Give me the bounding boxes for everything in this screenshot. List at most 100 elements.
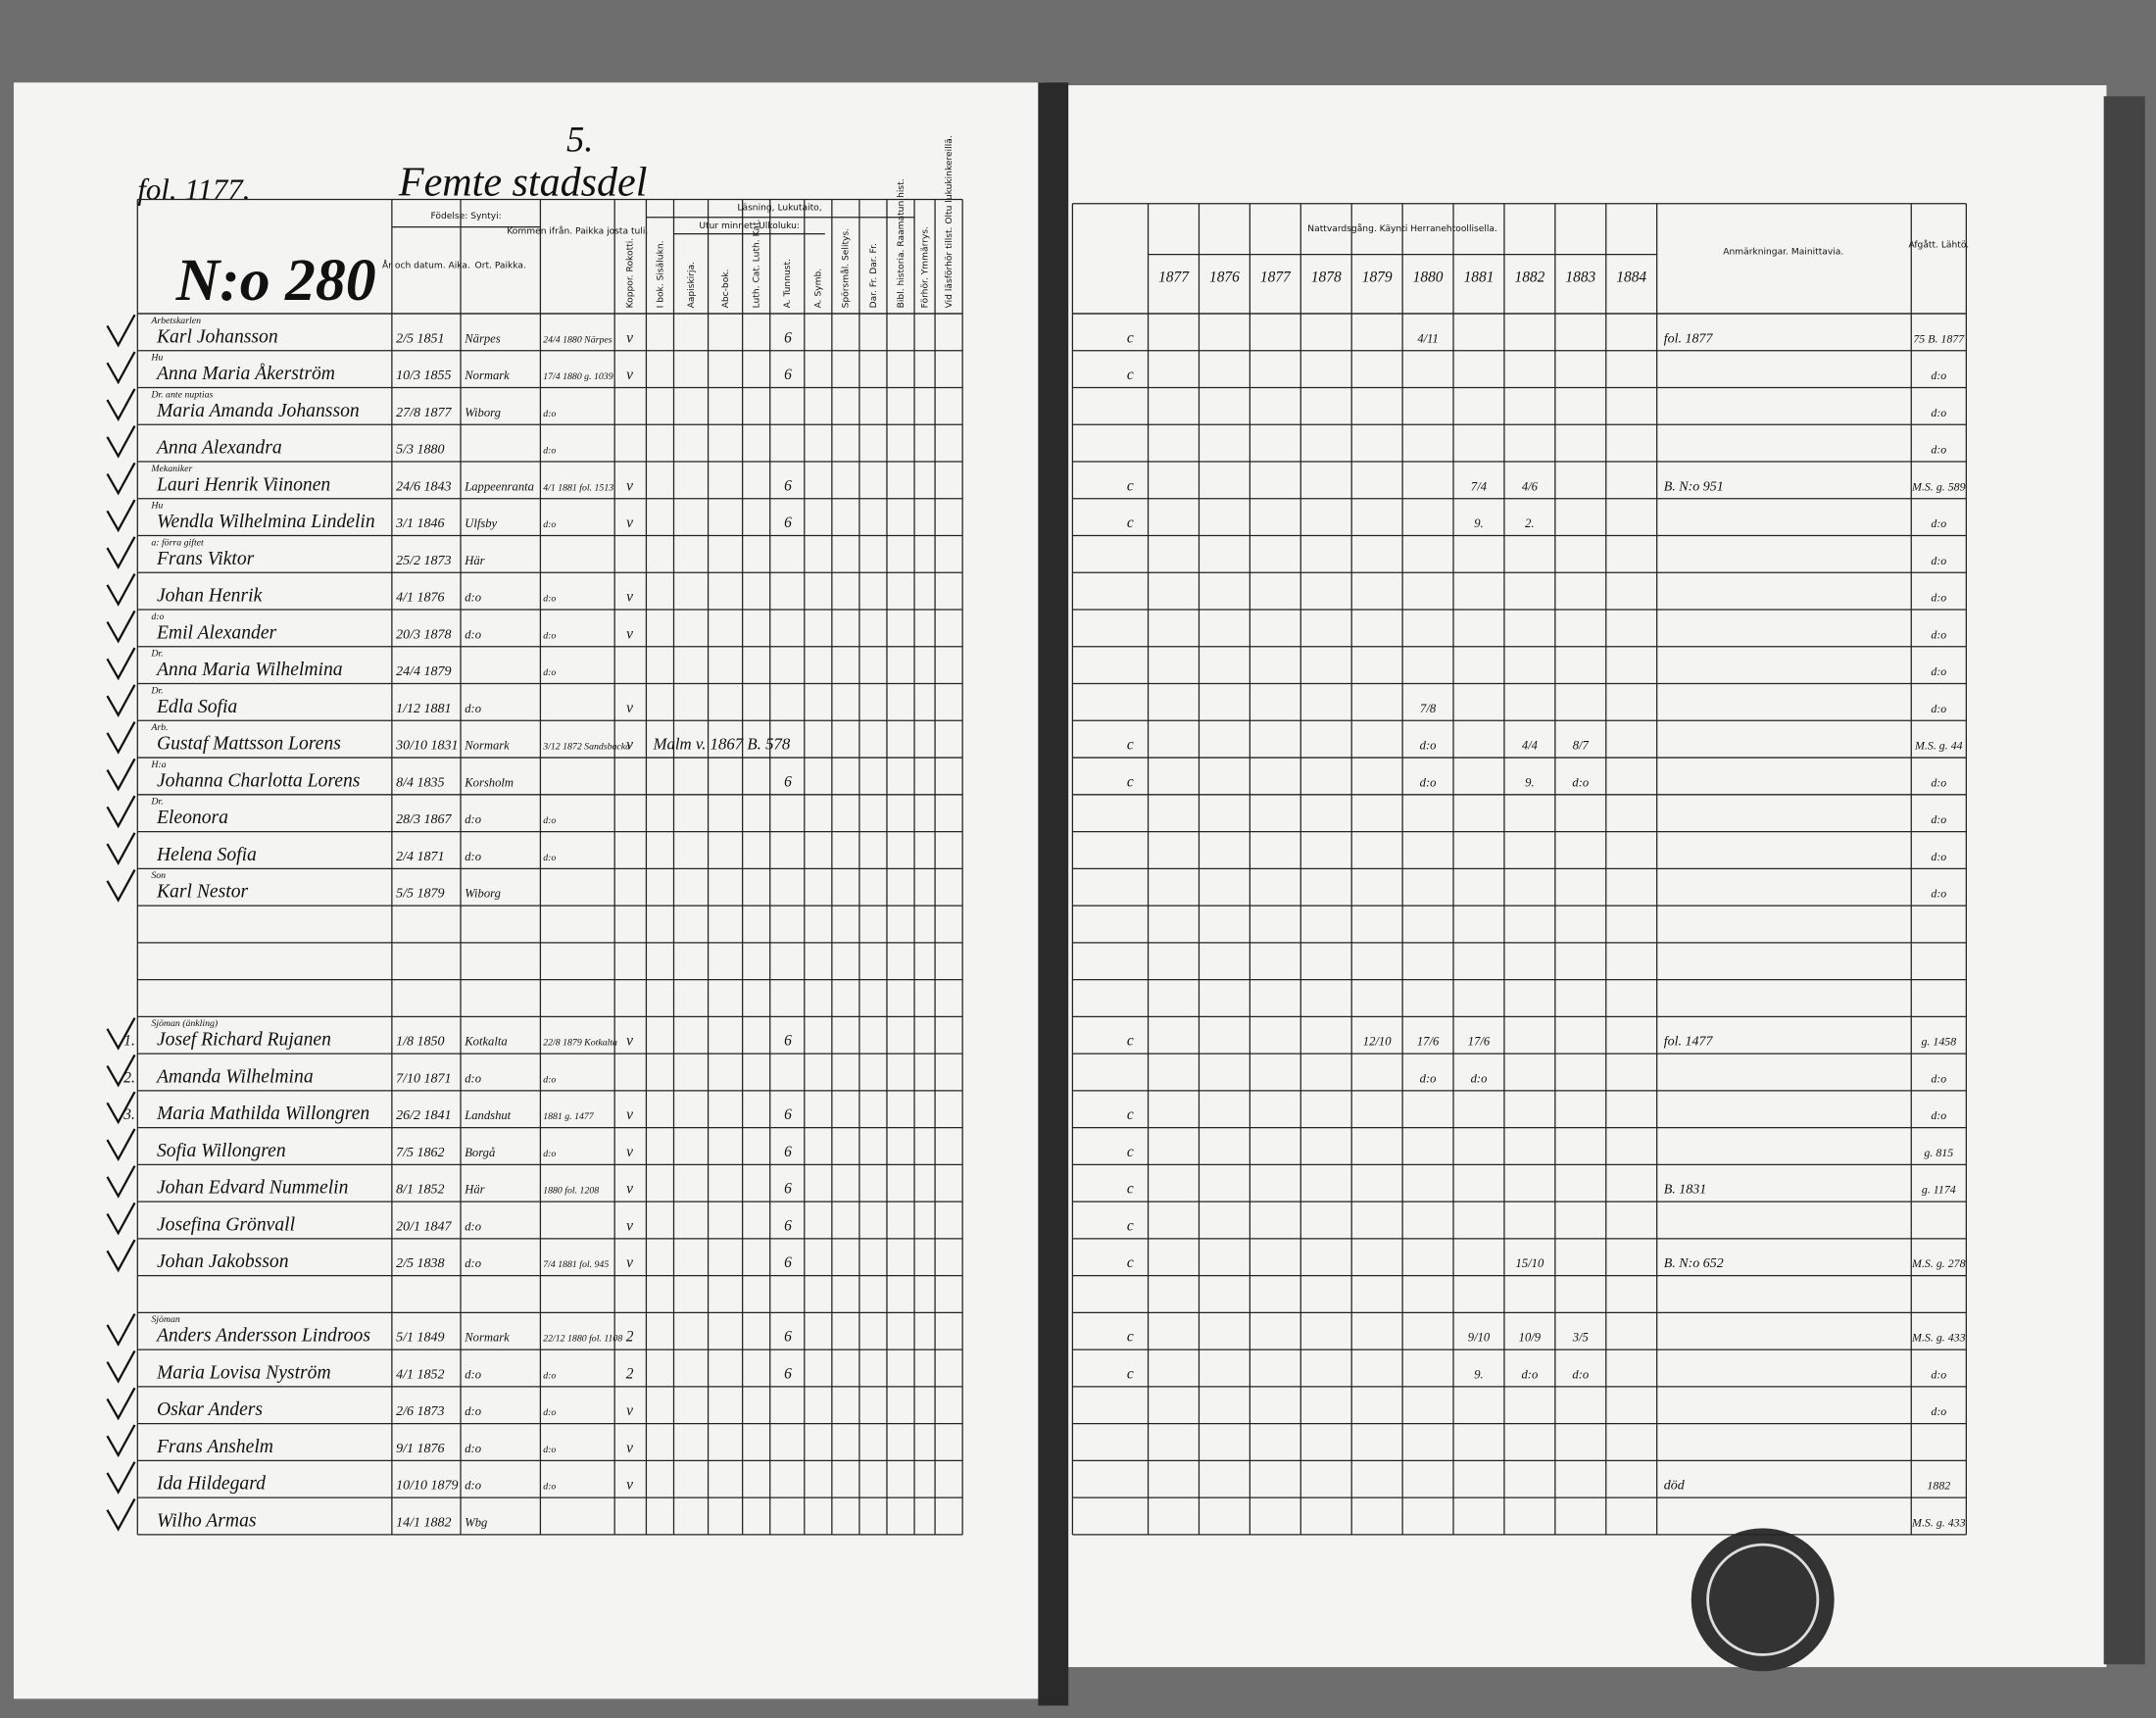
column-header: Anmärkningar. Mainittavia. [1723,248,1843,258]
check-mark [106,684,136,717]
communion-mark: c [1127,1329,1134,1346]
note: Dr. [150,797,163,808]
vaccinated: v [626,1254,633,1271]
departed: g. 1458 [1921,1035,1956,1049]
catechism: 6 [784,477,792,494]
came-from: d:o [543,446,556,457]
column-header: Nattvardsgång. Käynti Herranehtoollisell… [1307,223,1497,234]
check-mark [106,424,136,459]
departed: d:o [1931,516,1946,530]
person-name: Frans Viktor [156,548,255,569]
vaccinated: v [626,1477,633,1494]
vaccinated: v [626,1144,633,1160]
check-mark [106,869,136,903]
vaccinated: v [626,1402,633,1419]
communion-date: d:o [1471,1071,1488,1085]
person-name: Frans Anshelm [156,1436,273,1457]
page-edges [2103,96,2145,1665]
check-mark [106,832,136,866]
came-from: 3/12 1872 Sandsbacka [542,742,630,753]
person-name: Eleonora [156,807,228,828]
note: Sjöman [151,1314,180,1325]
communion-mark: c [1127,773,1134,790]
birth-date: 14/1 1882 [396,1514,451,1530]
note: Dr. ante nuptias [150,389,213,400]
birth-date: 25/2 1873 [396,553,451,568]
check-mark [106,1239,136,1273]
person-name: Anna Alexandra [155,437,282,459]
vaccinated: 2 [626,1329,634,1346]
remark: B. N:o 951 [1664,478,1724,494]
communion-mark: c [1127,515,1134,531]
birth-place: Lappeenranta [464,479,534,493]
communion-date: 3/5 [1572,1331,1589,1345]
person-name: Wilho Armas [157,1509,257,1531]
note: Hu [150,353,163,364]
catechism: 6 [784,367,792,383]
communion-mark: c [1127,1254,1134,1271]
came-from: d:o [543,1370,556,1381]
departed: M.S. g. 433 [1911,1515,1966,1529]
person-name: Karl Johansson [156,325,278,347]
column-header: Abc-bok. [721,270,731,309]
vaccinated: v [626,700,633,716]
communion-date: 4/6 [1522,479,1539,493]
birth-date: 24/4 1879 [396,663,451,679]
birth-date: 8/4 1835 [396,774,444,790]
check-mark [106,1165,136,1199]
district: Femte stadsdel [398,159,648,205]
came-from: d:o [543,1482,556,1493]
birth-place: Wbg [465,1515,487,1529]
person-name: Johanna Charlotta Lorens [157,769,361,791]
departed: d:o [1931,812,1946,826]
birth-place: Här [464,1183,484,1197]
column-header: År och datum. Aika. [382,260,470,271]
birth-place: Wiborg [465,887,501,901]
birth-date: 26/2 1841 [396,1107,451,1123]
note: d:o [151,612,164,622]
birth-place: d:o [465,627,481,641]
departed: d:o [1931,850,1946,863]
came-from: d:o [543,1149,556,1159]
communion-date: 17/6 [1468,1035,1491,1049]
came-from: d:o [543,1407,556,1418]
came-from: 1880 fol. 1208 [543,1186,599,1197]
catechism: 6 [784,773,792,790]
check-mark [106,499,136,533]
person-name: Karl Nestor [156,881,249,903]
column-header: Afgått. Lähtö. [1908,240,1969,251]
communion-mark: c [1127,1106,1134,1123]
came-from: d:o [543,594,556,605]
remark: fol. 1477 [1664,1034,1714,1050]
communion-date: 4/4 [1522,739,1539,753]
year-header: 1879 [1362,270,1393,286]
departed: d:o [1931,1367,1946,1381]
row-number: 1. [123,1033,135,1050]
communion-date: 9. [1525,775,1534,789]
gutter [1038,82,1069,1706]
birth-date: 5/5 1879 [396,886,444,902]
communion-mark: c [1127,329,1134,346]
year-header: 1882 [1514,270,1544,286]
year-header: 1877 [1158,270,1190,286]
communion-date: 15/10 [1516,1256,1544,1270]
person-name: Anna Maria Wilhelmina [155,659,343,680]
catechism: 6 [784,515,792,531]
check-mark [106,1461,136,1495]
column-header: Läsning, Lukutaito, [737,204,821,214]
year-header: 1884 [1616,270,1646,286]
communion-date: 8/7 [1573,739,1590,753]
birth-date: 3/1 1846 [395,515,444,531]
check-mark [106,758,136,792]
person-name: Josef Richard Rujanen [157,1029,331,1051]
catechism: 6 [784,1033,792,1050]
person-name: Johan Edvard Nummelin [157,1177,348,1199]
communion-date: 4/11 [1417,331,1438,345]
birth-place: d:o [465,702,481,715]
birth-place: Korsholm [464,775,514,789]
year-header: 1883 [1565,270,1595,286]
communion-mark: c [1127,1033,1134,1050]
vaccinated: v [626,329,633,346]
check-mark [106,721,136,755]
remark: B. N:o 652 [1664,1255,1724,1271]
